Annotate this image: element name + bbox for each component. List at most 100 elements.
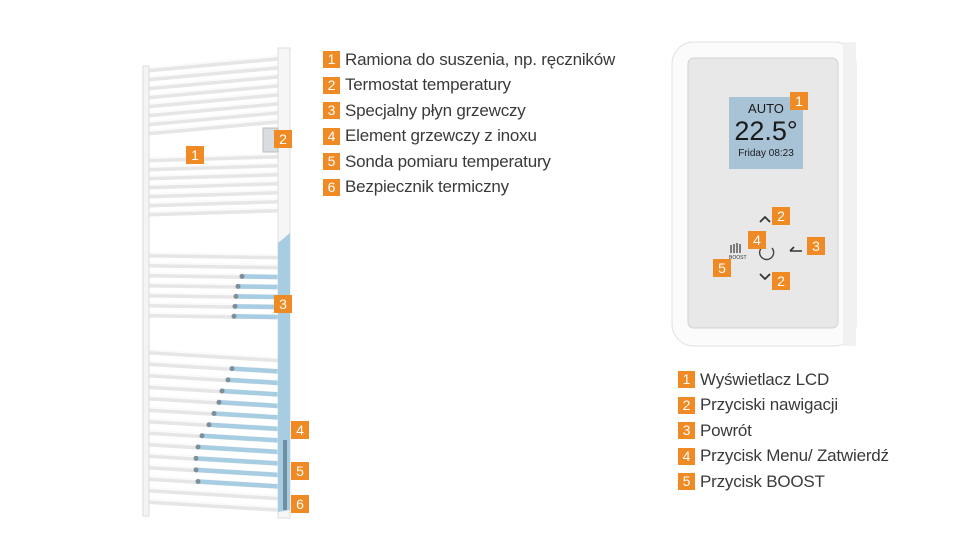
legend-item: 4 Element grzewczy z inoxu — [323, 124, 615, 150]
towel-bar — [145, 252, 283, 260]
legend-label: Element grzewczy z inoxu — [345, 126, 537, 146]
callout-6: 6 — [291, 495, 309, 513]
legend-item: 4 Przycisk Menu/ Zatwierdź — [678, 444, 889, 470]
towel-bar — [145, 153, 283, 163]
towel-bar — [145, 207, 283, 217]
legend-label: Powrót — [700, 420, 752, 440]
towel-bar — [145, 73, 283, 91]
fluid-bar — [195, 467, 281, 478]
bar-plug — [216, 399, 222, 405]
controller-callout-2-up: 2 — [772, 207, 790, 225]
legend-item: 2 Termostat temperatury — [323, 73, 615, 99]
towel-bar — [145, 198, 283, 208]
callout-2: 2 — [274, 130, 292, 148]
bar-plug — [211, 411, 217, 416]
towel-bar — [145, 91, 283, 109]
legend-number: 3 — [323, 102, 340, 120]
legend-label: Sonda pomiaru temperatury — [345, 151, 551, 171]
bar-plug — [233, 293, 239, 299]
legend-label: Wyświetlacz LCD — [700, 369, 830, 389]
legend-number: 4 — [678, 447, 695, 465]
towel-bar — [145, 100, 283, 118]
towel-bar — [145, 64, 283, 82]
chevron-up-icon — [759, 215, 771, 223]
boost-icon-label: BOOST — [729, 255, 747, 261]
bar-plug — [193, 467, 199, 473]
fluid-bar — [213, 411, 281, 420]
legend-label: Przycisk BOOST — [700, 471, 825, 491]
fluid-bar — [197, 444, 281, 455]
towel-bar — [145, 262, 283, 270]
bar-plug — [229, 366, 235, 372]
legend-number: 5 — [323, 153, 340, 171]
chevron-down-icon — [759, 273, 771, 281]
towel-bar — [145, 55, 283, 73]
legend-item: 1 Wyświetlacz LCD — [678, 367, 889, 393]
fluid-bar — [227, 377, 281, 386]
controller-callout-2-down: 2 — [772, 272, 790, 290]
towel-bar — [145, 180, 283, 190]
bar-plug — [235, 283, 241, 289]
towel-bars — [145, 55, 283, 512]
bar-plug — [231, 313, 237, 319]
legend-label: Termostat temperatury — [345, 75, 511, 95]
legend-item: 1 Ramiona do suszenia, np. ręczników — [323, 47, 615, 73]
callout-1: 1 — [186, 146, 204, 164]
towel-bar — [145, 171, 283, 181]
radiator-legend: 1 Ramiona do suszenia, np. ręczników 2 Term… — [323, 47, 615, 200]
controller-callout-4: 4 — [748, 231, 766, 249]
callout-3: 3 — [274, 295, 292, 313]
lcd-mode: AUTO — [748, 101, 784, 116]
towel-bar — [145, 162, 283, 172]
lcd-temperature: 22.5° — [734, 116, 798, 146]
bar-plug — [225, 377, 231, 383]
fluid-bar — [221, 388, 281, 397]
fluid-bar — [231, 366, 281, 374]
fluid-bar — [201, 433, 281, 443]
towel-bar — [145, 118, 283, 136]
controller-callout-3: 3 — [807, 237, 825, 255]
bar-plug — [195, 479, 201, 485]
fluid-bar — [235, 294, 281, 300]
towel-bar — [145, 487, 283, 501]
bar-plug — [193, 455, 199, 461]
legend-item: 5 Przycisk BOOST — [678, 469, 889, 495]
legend-item: 3 Powrót — [678, 418, 889, 444]
legend-number: 2 — [323, 76, 340, 94]
legend-item: 6 Bezpiecznik termiczny — [323, 175, 615, 201]
legend-number: 6 — [323, 178, 340, 196]
boost-icon — [730, 243, 741, 253]
legend-number: 5 — [678, 473, 695, 491]
fluid-bar — [218, 400, 281, 409]
legend-number: 3 — [678, 422, 695, 440]
legend-label: Ramiona do suszenia, np. ręczników — [345, 49, 616, 69]
fluid-bar — [234, 304, 281, 310]
towel-bar — [145, 499, 283, 512]
fluid-bar — [233, 314, 281, 320]
legend-item: 3 Specjalny płyn grzewczy — [323, 98, 615, 124]
controller-callout-5: 5 — [713, 259, 731, 277]
legend-label: Specjalny płyn grzewczy — [345, 100, 526, 120]
controller-legend: 1 Wyświetlacz LCD 2 Przyciski nawigacji 3 Pow… — [678, 367, 889, 495]
callout-5: 5 — [291, 462, 309, 480]
heating-element — [283, 440, 287, 510]
bar-plug — [232, 303, 238, 309]
legend-label: Przycisk Menu/ Zatwierdź — [700, 446, 889, 466]
fluid-bar — [195, 456, 281, 466]
legend-number: 1 — [323, 51, 340, 69]
fluid-bar — [208, 422, 281, 432]
legend-label: Przyciski nawigacji — [700, 395, 838, 415]
legend-number: 1 — [678, 371, 695, 389]
fluid-bar — [241, 274, 281, 280]
legend-number: 4 — [323, 127, 340, 145]
legend-item: 5 Sonda pomiaru temperatury — [323, 149, 615, 175]
lcd-datetime: Friday 08:23 — [738, 148, 794, 159]
towel-bar — [145, 109, 283, 127]
callout-4: 4 — [291, 421, 309, 439]
bar-plug — [199, 433, 205, 439]
bar-plug — [195, 444, 201, 450]
bar-plug — [219, 388, 225, 394]
towel-bar — [145, 349, 283, 363]
towel-bar — [145, 82, 283, 100]
